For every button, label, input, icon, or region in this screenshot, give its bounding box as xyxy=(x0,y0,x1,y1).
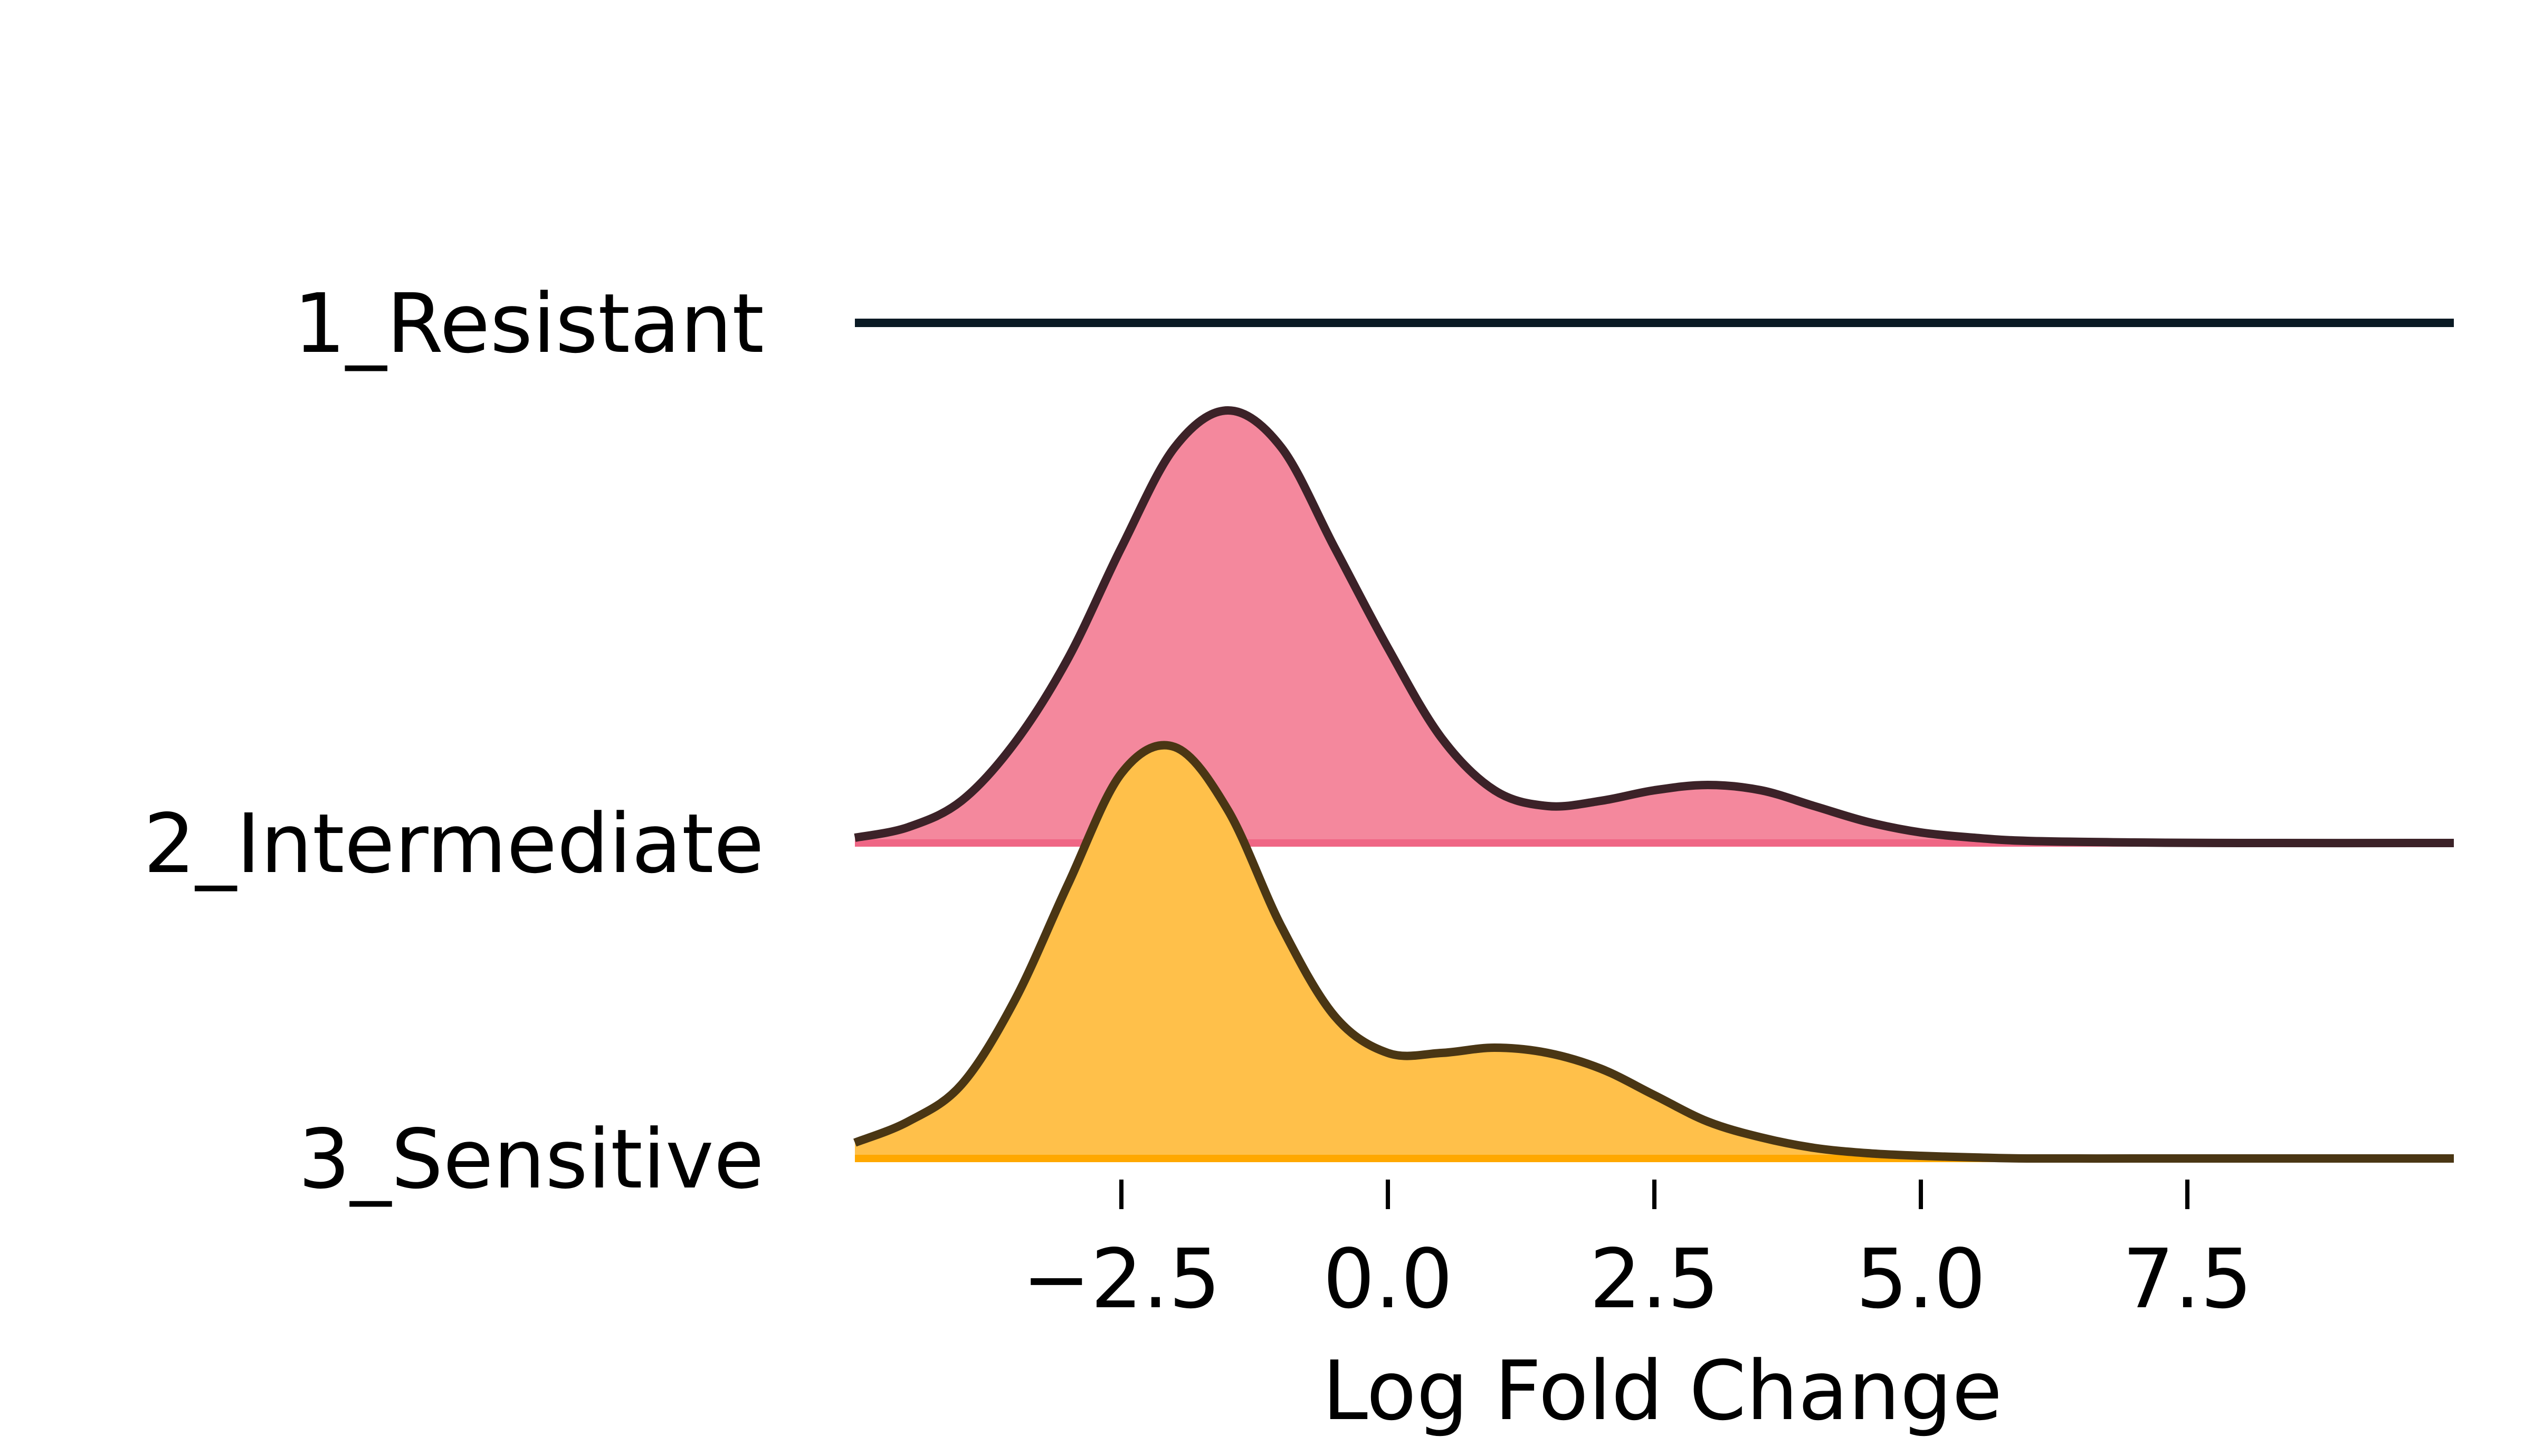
x-tick-label: 0.0 xyxy=(1323,1231,1453,1327)
row-label-3-sensitive: 3_Sensitive xyxy=(298,1112,764,1207)
ridge-fill-3-sensitive xyxy=(855,745,2454,1159)
x-tick-label: −2.5 xyxy=(1022,1231,1221,1327)
ridge-3-sensitive xyxy=(853,741,2454,1163)
ridge-2-intermediate xyxy=(854,406,2454,848)
ridges-group xyxy=(853,318,2454,1163)
ridge-fill-2-intermediate xyxy=(855,410,2454,844)
x-axis-label: Log Fold Change xyxy=(1322,1343,2003,1439)
ridge-line-2-intermediate xyxy=(854,406,2454,848)
ridge-line-3-sensitive xyxy=(853,741,2454,1163)
x-tick-label: 5.0 xyxy=(1856,1231,1986,1327)
x-tick-label: 7.5 xyxy=(2122,1231,2253,1327)
row-labels-group: 1_Resistant 2_Intermediate 3_Sensitive xyxy=(144,276,764,1207)
row-label-1-resistant: 1_Resistant xyxy=(293,276,764,371)
x-tick-label: 2.5 xyxy=(1589,1231,1720,1327)
x-axis: −2.5 0.0 2.5 5.0 7.5 xyxy=(1022,1180,2252,1327)
row-label-2-intermediate: 2_Intermediate xyxy=(144,796,764,892)
